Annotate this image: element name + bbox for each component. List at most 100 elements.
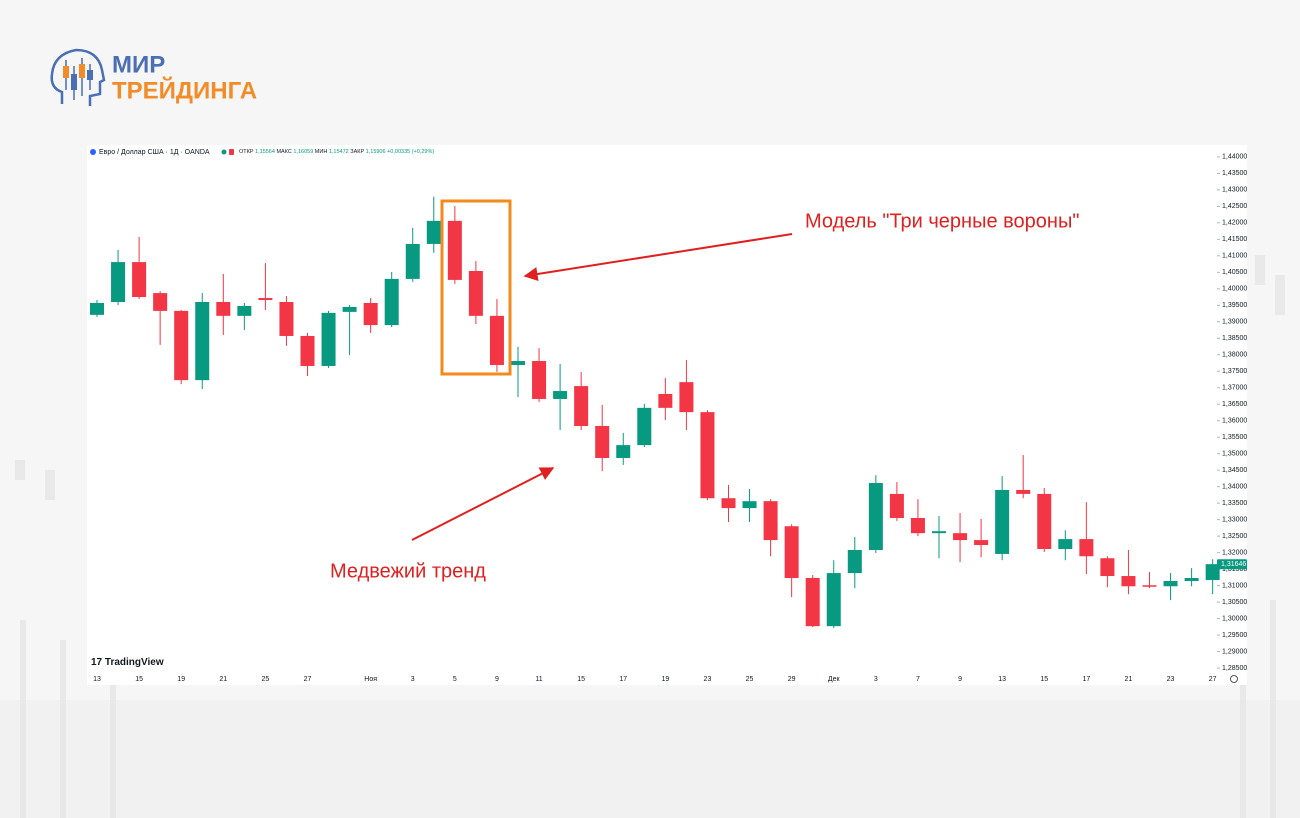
arrow [411,467,555,541]
candle-body [742,501,757,509]
candle-body [90,302,104,315]
y-tick-label: 1,32000 [1222,549,1247,556]
candle-body [910,517,925,534]
candle-body [763,501,778,541]
candle-body [489,315,504,365]
candle-body [279,301,294,336]
x-tick-label: 27 [1209,676,1217,683]
watermark: 17 TradingView [91,657,164,668]
x-tick-label: 3 [411,676,415,683]
candle-body [784,526,799,579]
candle-body [195,301,210,381]
x-tick-label: 5 [453,676,457,683]
x-tick-label: 15 [577,676,585,683]
x-tick-label: 25 [262,676,270,683]
brand-line1: МИР [112,51,165,78]
y-tick-label: 1,42500 [1222,203,1247,210]
plot: 1,44000 1,43500 1,43000 1,42500 1,42000 1,415… [90,154,1247,683]
y-tick-label: 1,34000 [1222,484,1247,491]
candle-body [153,293,168,311]
logo: МИР ТРЕЙДИНГА [50,48,257,106]
last-price-label: 1,31646 [1221,561,1246,568]
candle-body [111,262,126,302]
status-icon [229,149,234,155]
y-tick-label: 1,33000 [1222,516,1247,523]
chart-panel [87,145,1247,685]
candle-body [953,533,968,541]
x-tick-label: 21 [219,676,227,683]
x-tick-label: 21 [1125,676,1133,683]
y-tick-label: 1,40000 [1222,286,1247,293]
arrow [523,233,793,281]
background-decor [0,255,1300,818]
y-tick-label: 1,31000 [1222,582,1247,589]
status-dot [221,149,227,155]
annotation: Модель "Три черные вороны" [805,210,1079,232]
candle-body [405,243,420,279]
quote-label: МАКС [276,149,291,155]
candle-body [511,361,525,365]
candle-body [847,549,862,574]
x-tick-label: 25 [746,676,754,683]
candle-body [1100,558,1115,577]
quote-label: ЗАКР [350,149,364,155]
candle-body [721,498,736,509]
candle-body [805,578,820,627]
quote-label: МИН [315,149,328,155]
candle-body [616,445,631,458]
y-tick-label: 1,41000 [1222,253,1247,260]
candle-body [868,483,883,550]
y-tick-label: 1,30000 [1222,615,1247,622]
quote-value: 1,16059 [293,149,313,155]
candle-body [342,306,357,312]
y-tick-label: 1,39500 [1222,302,1247,309]
pattern-box [440,199,512,376]
candle-body [363,302,378,326]
x-tick-label: Дек [828,676,841,683]
y-tick-label: 1,32500 [1222,533,1247,540]
candle-body [216,301,231,316]
y-tick-label: 1,29500 [1222,632,1247,639]
candle-body [995,489,1010,554]
x-tick-label: 27 [304,676,312,683]
symbol-icon [90,149,96,155]
y-tick-label: 1,37000 [1222,385,1247,392]
candle-body [553,391,568,399]
quote-label: ОТКР [239,149,254,155]
candle-body [1058,539,1073,549]
y-tick-label: 1,41500 [1222,236,1247,243]
candle-body [174,310,189,381]
candle-body [1163,580,1178,587]
candle-body [932,531,946,534]
x-tick-label: 15 [1040,676,1048,683]
quote-value: 1,15906 [366,149,386,155]
candle-body [258,298,273,301]
candle-body [237,305,252,316]
x-tick-label: 17 [619,676,627,683]
candle-body [574,386,589,426]
candle-body [1037,493,1052,549]
watermark-icon: 17 [91,657,105,668]
y-tick-label: 1,28500 [1222,665,1247,672]
y-tick-label: 1,34500 [1222,467,1247,474]
candle-body [447,220,462,280]
x-tick-label: 7 [916,676,920,683]
candle-body [700,412,715,499]
candle-body [384,278,399,326]
candle-body [595,425,610,458]
annotation: Медвежий тренд [330,560,486,582]
candle-body [468,270,483,316]
candle-body [132,262,147,298]
x-tick-label: 3 [874,676,878,683]
candle-body [974,540,989,546]
x-tick-label: 23 [1167,676,1175,683]
settings-icon[interactable] [1230,675,1238,683]
quote-value: 1,15472 [329,149,349,155]
x-tick-label: 23 [704,676,712,683]
x-tick-label: Ноя [364,676,377,683]
x-tick-label: 13 [93,676,101,683]
candle-body [1016,489,1031,494]
y-tick-label: 1,38500 [1222,335,1247,342]
